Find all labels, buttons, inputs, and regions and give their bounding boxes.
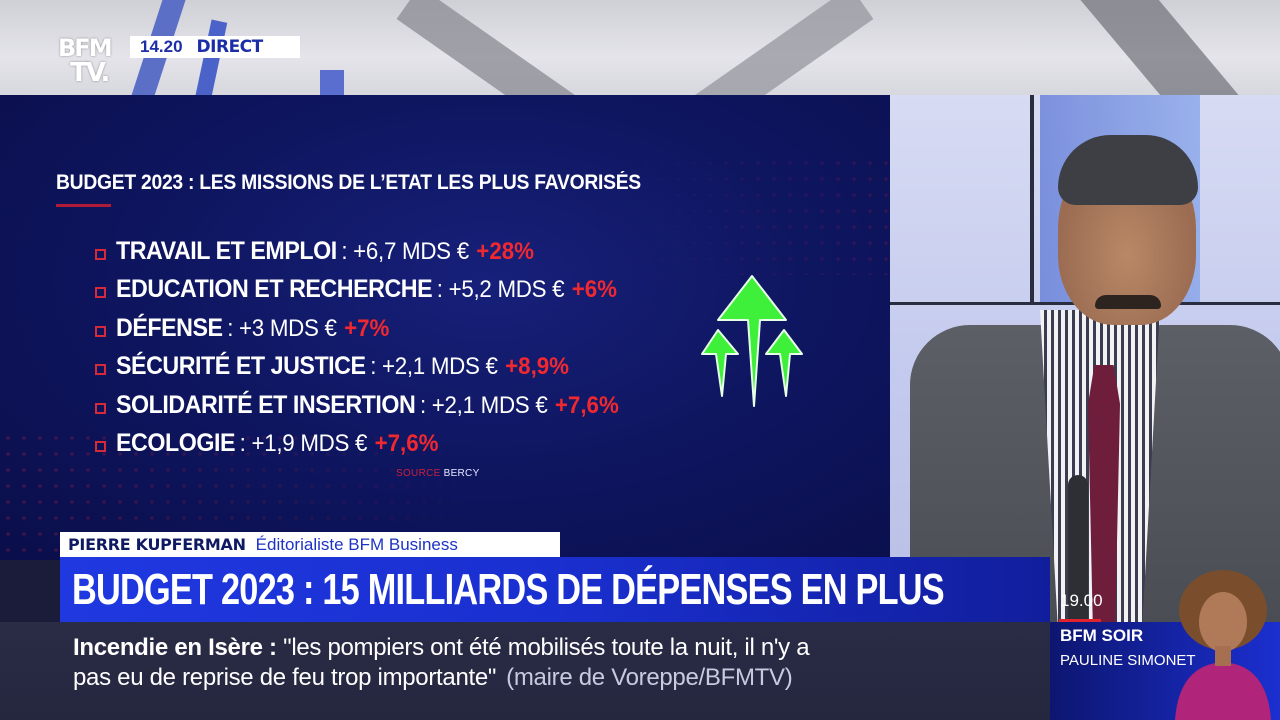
square-bullet-icon <box>95 364 106 376</box>
list-item: TRAVAIL ET EMPLOI: +6,7 MDS € +28% <box>95 232 657 271</box>
square-bullet-icon <box>95 441 106 453</box>
mission-name: SÉCURITÉ ET JUSTICE <box>116 352 366 381</box>
mission-pct: +7,6% <box>374 430 439 458</box>
next-show-host: PAULINE SIMONET <box>1060 652 1196 669</box>
mission-amount: +2,1 MDS € <box>381 353 498 381</box>
source-value: BERCY <box>443 468 480 479</box>
mission-name: ECOLOGIE <box>116 429 236 458</box>
mission-name: DÉFENSE <box>116 313 223 342</box>
mission-pct: +7% <box>344 314 390 342</box>
mission-name: SOLIDARITÉ ET INSERTION <box>116 390 416 419</box>
ticker-topic: Incendie en Isère <box>73 634 263 661</box>
mission-pct: +6% <box>571 276 618 304</box>
mission-pct: +7,6% <box>554 391 619 419</box>
live-indicator: 14.20 DIRECT <box>130 36 300 58</box>
next-show-title: BFM SOIR <box>1060 626 1144 645</box>
live-label: DIRECT <box>196 37 264 57</box>
headline-banner: BUDGET 2023 : 15 MILLIARDS DE DÉPENSES E… <box>60 557 1050 622</box>
speaker-name: PIERRE KUPFERMAN <box>68 535 246 554</box>
clock-time: 14.20 <box>140 37 183 56</box>
host-photo <box>1175 570 1271 720</box>
list-item: ECOLOGIE: +1,9 MDS € +7,6% <box>95 425 657 464</box>
missions-list: TRAVAIL ET EMPLOI: +6,7 MDS € +28% EDUCATI… <box>95 232 657 463</box>
list-item: SÉCURITÉ ET JUSTICE: +2,1 MDS € +8,9% <box>95 348 657 387</box>
square-bullet-icon <box>95 248 106 260</box>
next-show-accent <box>1059 619 1101 622</box>
source-label: SOURCE <box>396 468 441 479</box>
mission-name: TRAVAIL ET EMPLOI <box>116 236 337 265</box>
logo-line2: TV. <box>70 58 110 88</box>
square-bullet-icon <box>95 325 106 337</box>
studio-camera-view <box>890 95 1280 625</box>
mission-amount: +6,7 MDS € <box>353 237 469 265</box>
title-underline <box>56 204 111 207</box>
news-ticker: Incendie en Isère : "les pompiers ont ét… <box>0 622 1050 720</box>
mission-amount: +3 MDS € <box>239 314 337 342</box>
ticker-line-1: Incendie en Isère : "les pompiers ont ét… <box>73 634 810 661</box>
mission-amount: +1,9 MDS € <box>251 430 368 458</box>
list-item: DÉFENSE: +3 MDS € +7% <box>95 309 657 348</box>
mission-name: EDUCATION ET RECHERCHE <box>116 275 433 304</box>
bfmtv-logo: BFM TV. <box>58 34 124 92</box>
logo-line1: BFM <box>58 34 113 62</box>
ticker-quote: pas eu de reprise de feu trop importante… <box>73 664 497 691</box>
next-show-time: 19.00 <box>1060 591 1103 610</box>
square-bullet-icon <box>95 287 106 299</box>
headline-text: BUDGET 2023 : 15 MILLIARDS DE DÉPENSES E… <box>72 564 945 614</box>
speaker-nameplate: PIERRE KUPFERMAN Éditorialiste BFM Busin… <box>60 532 560 557</box>
mission-pct: +28% <box>476 237 535 265</box>
list-item: SOLIDARITÉ ET INSERTION: +2,1 MDS € +7,6% <box>95 386 657 425</box>
ticker-quote: "les pompiers ont été mobilisés toute la… <box>283 634 810 661</box>
graphic-title: BUDGET 2023 : LES MISSIONS DE L’ETAT LES… <box>56 171 641 194</box>
mission-pct: +8,9% <box>505 353 570 381</box>
three-up-arrows-icon <box>701 275 803 407</box>
list-item: EDUCATION ET RECHERCHE: +5,2 MDS € +6% <box>95 271 657 310</box>
source-credit: SOURCE BERCY <box>396 468 480 479</box>
square-bullet-icon <box>95 402 106 414</box>
microphone-icon <box>1068 475 1088 625</box>
mission-amount: +2,1 MDS € <box>431 391 548 419</box>
ticker-line-2: pas eu de reprise de feu trop importante… <box>73 664 793 692</box>
mission-amount: +5,2 MDS € <box>448 276 565 304</box>
speaker-role: Éditorialiste BFM Business <box>255 534 458 554</box>
ticker-attribution: (maire de Voreppe/BFMTV) <box>506 664 793 691</box>
decorative-dots <box>590 155 890 275</box>
